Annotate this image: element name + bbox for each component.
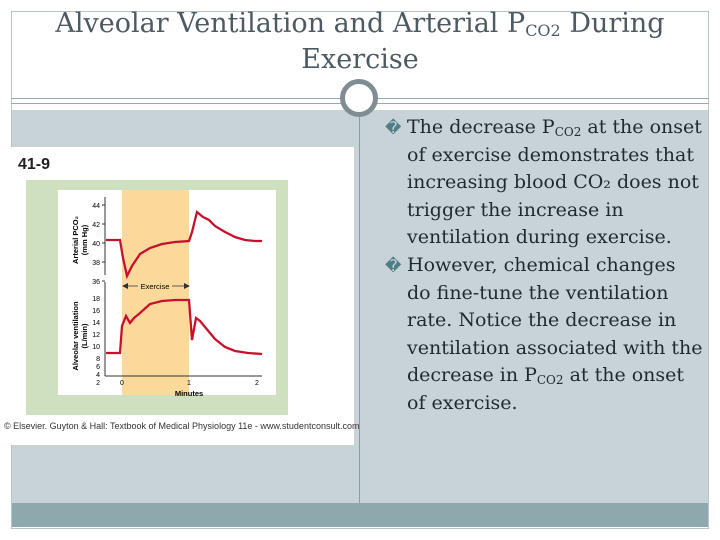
bottom-ylabel: Alveolar ventilation <box>71 301 80 371</box>
bottom-tick-label: 2 <box>96 380 100 387</box>
title-text-suffix: During <box>560 8 665 39</box>
bullet-text: The decrease P <box>407 116 555 138</box>
exercise-band <box>122 190 189 395</box>
top-tick-label: 40 <box>92 241 100 248</box>
title-text: Alveolar Ventilation and Arterial P <box>55 8 526 39</box>
bottom-tick-label: 10 <box>92 344 100 351</box>
xlabel: Minutes <box>175 389 203 398</box>
bullet-list: � The decrease PCO2 at the onset of exer… <box>385 114 705 418</box>
title-subscript: CO2 <box>525 21 561 40</box>
exercise-label-bg <box>138 281 172 291</box>
ventilation-curve <box>106 298 263 356</box>
bottom-tick-label: 16 <box>92 308 100 315</box>
exercise-label: Exercise <box>141 282 170 291</box>
top-ylabel-unit: (mm Hg) <box>80 224 89 255</box>
bullet-subscript: CO2 <box>536 373 564 388</box>
top-tick-label: 38 <box>92 260 100 267</box>
arterial-pco2-curve <box>106 209 262 280</box>
top-ylabel: Arterial PCO₂ <box>71 216 80 264</box>
figure-credit: © Elsevier. Guyton & Hall: Textbook of M… <box>4 421 360 431</box>
bottom-tick-label: 12 <box>92 332 100 339</box>
top-tick-label: 44 <box>92 203 100 210</box>
bottom-tick-label: 18 <box>92 296 100 303</box>
bottom-tick-label: 8 <box>96 356 100 363</box>
x-tick-label: 1 <box>187 380 191 387</box>
bullet-text: However, chemical changes do fine-tune t… <box>407 253 703 387</box>
bottom-tick-label: 6 <box>96 364 100 371</box>
bottom-ticks: 18 16 14 12 10 8 6 4 2 <box>92 296 100 387</box>
title-line2: Exercise <box>301 44 419 75</box>
bullet-item: � However, chemical changes do fine-tune… <box>385 252 705 418</box>
right-panel <box>360 110 708 503</box>
bullet-text-cont: at the onset of exercise. <box>407 364 685 414</box>
bullet-text-cont: at the onset of exercise demonstrates th… <box>407 116 702 249</box>
bullet-icon: � <box>385 118 402 137</box>
bullet-item: � The decrease PCO2 at the onset of exer… <box>385 114 705 252</box>
bottom-tick-label: 4 <box>96 372 100 379</box>
figure-label: 41-9 <box>18 156 51 173</box>
divider-circle-ornament <box>340 79 378 117</box>
bottom-tick-label: 14 <box>92 320 100 327</box>
slide-title: Alveolar Ventilation and Arterial PCO2 D… <box>30 6 690 78</box>
x-tick-label: 2 <box>255 380 259 387</box>
arrow-left-head <box>122 283 128 289</box>
bullet-subscript: CO2 <box>554 125 582 139</box>
footer-bar <box>12 503 708 527</box>
x-tick-label: 0 <box>120 380 124 387</box>
top-tick-label: 42 <box>92 222 100 229</box>
top-tick-label: 36 <box>92 279 100 286</box>
top-ticks: 44 42 40 38 36 <box>92 203 105 286</box>
panel-divider <box>359 110 360 503</box>
bullet-icon: � <box>385 255 402 275</box>
arrow-right-head <box>184 283 190 289</box>
bottom-ylabel-unit: (L/min) <box>80 323 89 348</box>
